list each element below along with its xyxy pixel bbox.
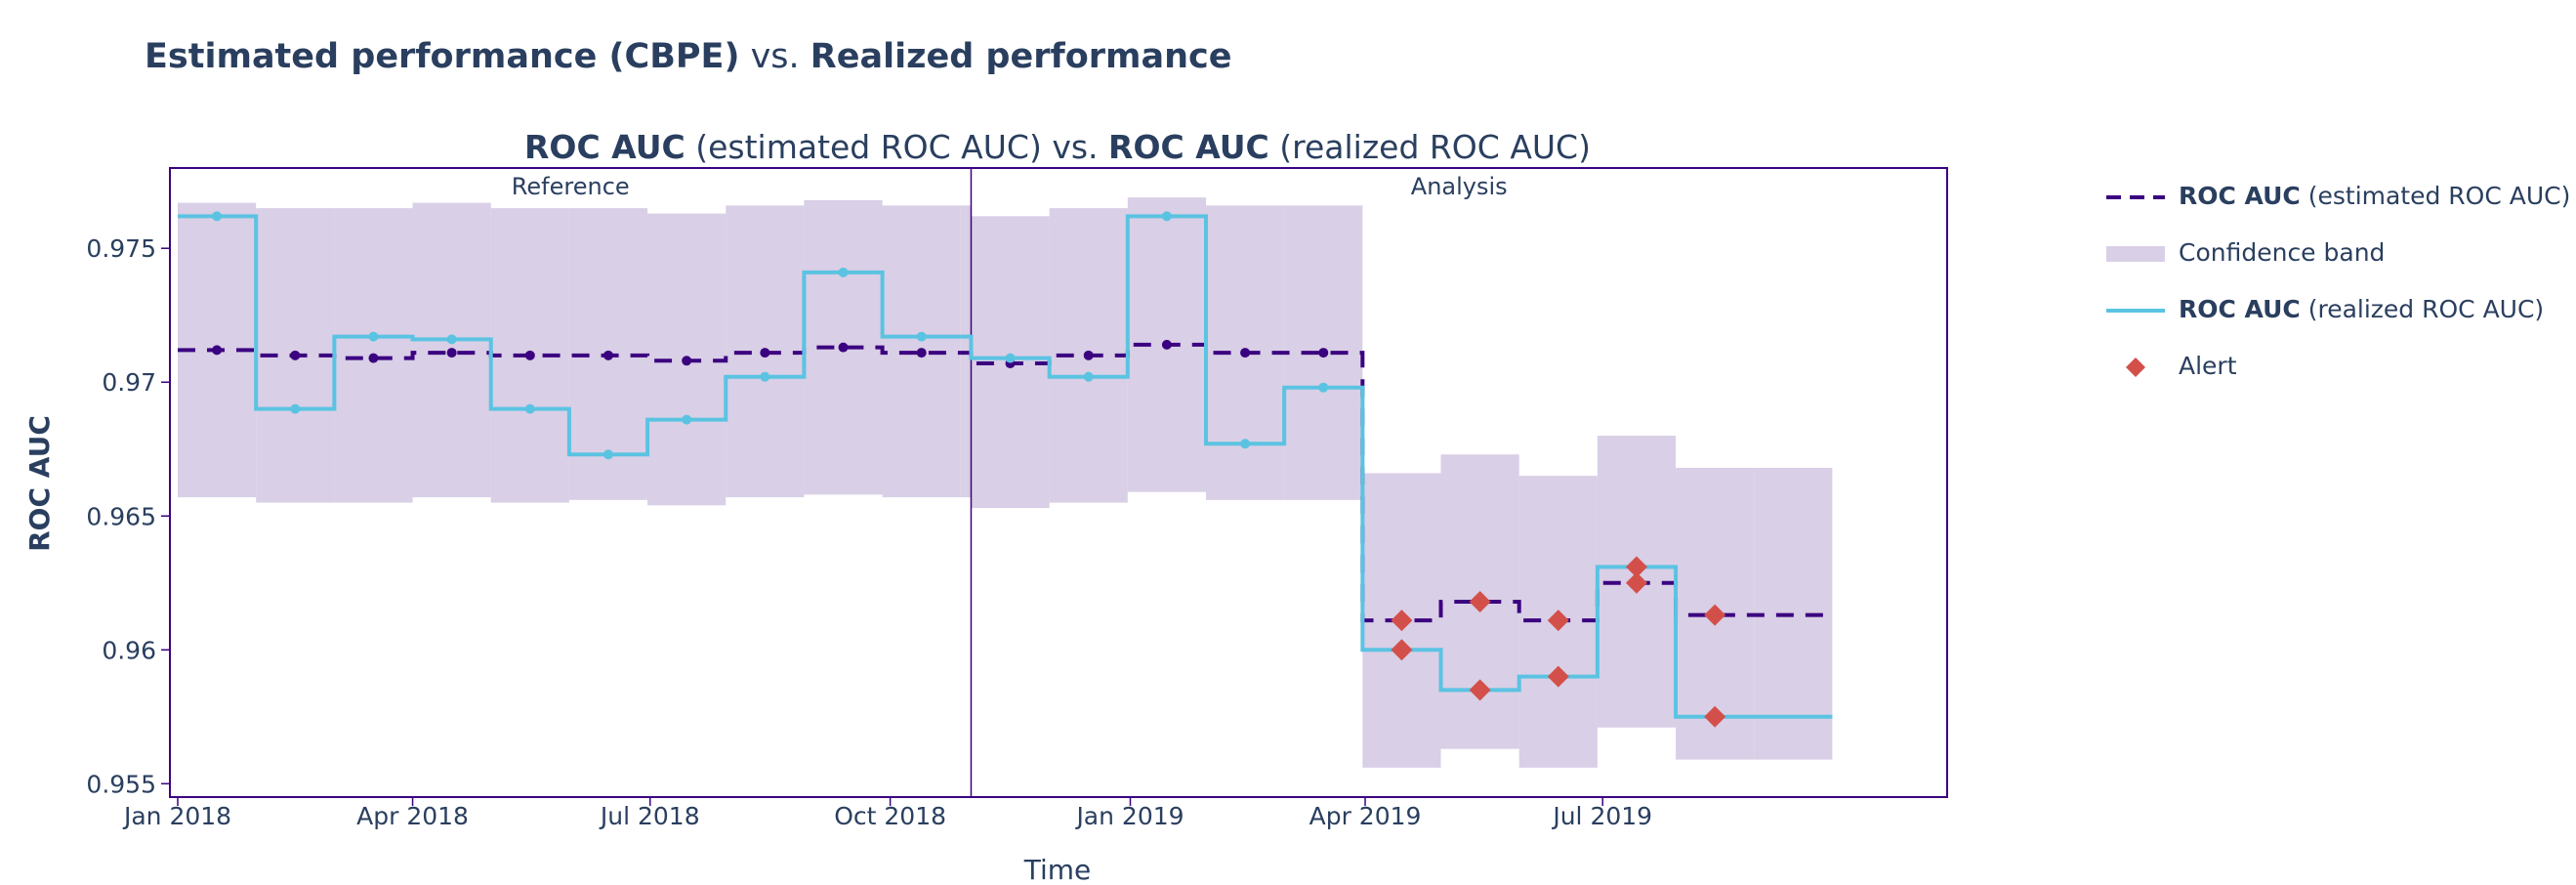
y-tick-label: 0.97 bbox=[102, 368, 156, 397]
alert-marker-estimated bbox=[1625, 571, 1647, 594]
plot-frame bbox=[169, 167, 1948, 798]
realized-point bbox=[760, 371, 770, 382]
realized-roc-auc-line bbox=[178, 214, 1833, 719]
page-title-part-realized: Realized performance bbox=[810, 37, 1232, 76]
realized-point bbox=[916, 331, 927, 342]
period-label-reference: Reference bbox=[512, 173, 630, 200]
alert-marker-estimated bbox=[1469, 590, 1491, 612]
realized-point bbox=[1161, 211, 1172, 222]
legend-glyph bbox=[2106, 246, 2165, 262]
realized-point bbox=[212, 211, 223, 222]
y-axis-title: ROC AUC bbox=[23, 415, 56, 552]
x-tick-label: Jul 2018 bbox=[599, 802, 700, 830]
subtitle-real-bold: ROC AUC bbox=[1108, 128, 1269, 166]
page-title-part-estimated: Estimated performance (CBPE) bbox=[145, 37, 740, 76]
realized-point bbox=[446, 334, 457, 345]
page-title-vs: vs. bbox=[739, 37, 810, 76]
realized-point bbox=[602, 449, 613, 460]
y-tick-label: 0.975 bbox=[86, 234, 156, 263]
estimated-point bbox=[1083, 350, 1094, 360]
x-tick-label: Apr 2019 bbox=[1309, 802, 1422, 830]
realized-point bbox=[368, 331, 379, 342]
realized-point bbox=[1083, 371, 1094, 382]
x-tick-label: Jul 2019 bbox=[1551, 802, 1652, 830]
realized-point bbox=[290, 403, 301, 414]
estimated-point bbox=[524, 350, 535, 360]
estimated-roc-auc-line bbox=[178, 342, 1833, 623]
estimated-point bbox=[1318, 348, 1329, 358]
page-title: Estimated performance (CBPE) vs. Realize… bbox=[145, 37, 1232, 76]
legend-label-text: Confidence band bbox=[2179, 238, 2386, 267]
legend-symbol-solid-line bbox=[2106, 309, 2165, 313]
estimated-point bbox=[290, 350, 301, 360]
realized-point bbox=[1005, 353, 1016, 363]
x-tick-label: Jan 2018 bbox=[122, 802, 231, 830]
legend-label: ROC AUC (realized ROC AUC) bbox=[2179, 295, 2544, 323]
alert-marker-estimated bbox=[1704, 604, 1726, 626]
alert-marker-realized bbox=[1391, 639, 1413, 661]
subtitle-real-rest: (realized ROC AUC) bbox=[1269, 128, 1591, 166]
legend-label: Alert bbox=[2179, 352, 2237, 380]
subtitle-est-rest: (estimated ROC AUC) vs. bbox=[686, 128, 1108, 166]
legend-symbol-band bbox=[2106, 246, 2165, 262]
plot-area: 0.955 0.96 0.965 0.97 0.975 Jan 2018 Apr 2018 J… bbox=[86, 167, 1948, 830]
estimated-point bbox=[1240, 348, 1251, 358]
legend-symbol-diamond bbox=[2126, 358, 2145, 377]
x-tick-label: Apr 2018 bbox=[356, 802, 469, 830]
alert-marker-realized bbox=[1469, 679, 1491, 701]
legend-label-text: (estimated ROC AUC) bbox=[2300, 182, 2571, 210]
x-axis-title: Time bbox=[1023, 854, 1092, 885]
estimated-point bbox=[916, 348, 927, 358]
legend-label: ROC AUC (estimated ROC AUC) bbox=[2179, 182, 2570, 210]
realized-point bbox=[1318, 382, 1329, 393]
realized-point bbox=[838, 267, 849, 277]
realized-point bbox=[1240, 439, 1251, 449]
y-tick-label: 0.955 bbox=[86, 770, 156, 798]
alert-marker-estimated bbox=[1391, 610, 1413, 632]
legend-glyph bbox=[2126, 358, 2145, 377]
estimated-point bbox=[602, 350, 613, 360]
alert-marker-estimated bbox=[1547, 610, 1569, 632]
estimated-point bbox=[838, 342, 849, 353]
legend-label-bold: ROC AUC bbox=[2179, 295, 2301, 323]
y-tick-label: 0.965 bbox=[86, 502, 156, 530]
legend-label-text: Alert bbox=[2179, 352, 2237, 380]
estimated-point bbox=[446, 348, 457, 358]
x-tick-label: Jan 2019 bbox=[1074, 802, 1184, 830]
estimated-point bbox=[760, 348, 770, 358]
estimated-point bbox=[1161, 339, 1172, 350]
alert-marker-realized bbox=[1547, 665, 1569, 688]
alert-marker-realized bbox=[1704, 705, 1726, 728]
realized-point bbox=[682, 414, 692, 425]
estimated-point bbox=[212, 345, 223, 356]
y-tick-label: 0.96 bbox=[102, 636, 156, 664]
legend-symbol-dash-line bbox=[2106, 195, 2165, 199]
legend-label: Confidence band bbox=[2179, 238, 2385, 267]
chart-subtitle: ROC AUC (estimated ROC AUC) vs. ROC AUC … bbox=[524, 128, 1591, 166]
x-tick-label: Oct 2018 bbox=[834, 802, 946, 830]
legend-label-text: (realized ROC AUC) bbox=[2300, 295, 2545, 323]
legend-label-bold: ROC AUC bbox=[2179, 182, 2301, 210]
alert-marker-realized bbox=[1625, 556, 1647, 578]
realized-point bbox=[524, 403, 535, 414]
subtitle-est-bold: ROC AUC bbox=[524, 128, 686, 166]
period-label-analysis: Analysis bbox=[1411, 173, 1508, 200]
estimated-point bbox=[682, 356, 692, 366]
estimated-point bbox=[368, 353, 379, 363]
